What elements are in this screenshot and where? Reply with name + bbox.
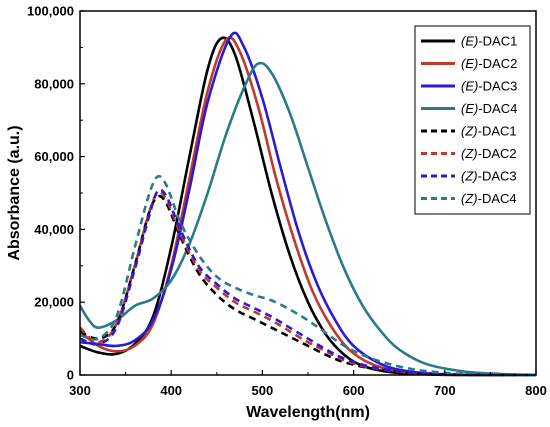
y-tick-label: 80,000 <box>34 76 74 91</box>
series-line-e-dac4 <box>78 61 537 377</box>
x-tick-label: 800 <box>525 383 547 398</box>
legend-entry-label: (E)-DAC2 <box>461 56 517 71</box>
y-tick-label: 40,000 <box>34 222 74 237</box>
legend-entry-label: (Z)-DAC2 <box>461 146 517 161</box>
y-tick-label: 0 <box>67 368 74 383</box>
y-tick-label: 100,000 <box>27 4 74 19</box>
x-tick-label: 400 <box>160 383 182 398</box>
legend-entry-label: (Z)-DAC3 <box>461 169 517 184</box>
y-axis-ticks: 0 20,000 40,000 60,000 80,000 100,000 <box>27 4 85 383</box>
y-tick-label: 60,000 <box>34 149 74 164</box>
series-line-z-dac1 <box>79 194 537 377</box>
y-axis-title: Absorbance (a.u.) <box>6 125 23 260</box>
legend-entry-label: (E)-DAC1 <box>461 34 517 49</box>
legend-entry-label: (E)-DAC4 <box>461 101 517 116</box>
x-tick-label: 600 <box>343 383 365 398</box>
plot-curves <box>78 31 537 377</box>
x-axis-title: Wavelength(nm) <box>246 404 370 421</box>
legend: (E)-DAC1 (E)-DAC2 (E)-DAC3 (E)-DAC4 (Z)-DAC1… <box>414 25 531 215</box>
series-line-e-dac3 <box>79 31 537 377</box>
legend-entry-label: (Z)-DAC1 <box>461 124 517 139</box>
x-axis-ticks: 300 400 500 600 700 800 <box>69 370 547 398</box>
legend-entry-label: (Z)-DAC4 <box>461 191 517 206</box>
x-tick-label: 500 <box>252 383 274 398</box>
x-tick-label: 300 <box>69 383 91 398</box>
x-tick-label: 700 <box>434 383 456 398</box>
series-line-z-dac4 <box>79 174 537 377</box>
legend-box <box>414 25 531 215</box>
legend-entry-label: (E)-DAC3 <box>461 79 517 94</box>
series-line-z-dac3 <box>79 188 537 377</box>
y-tick-label: 20,000 <box>34 295 74 310</box>
